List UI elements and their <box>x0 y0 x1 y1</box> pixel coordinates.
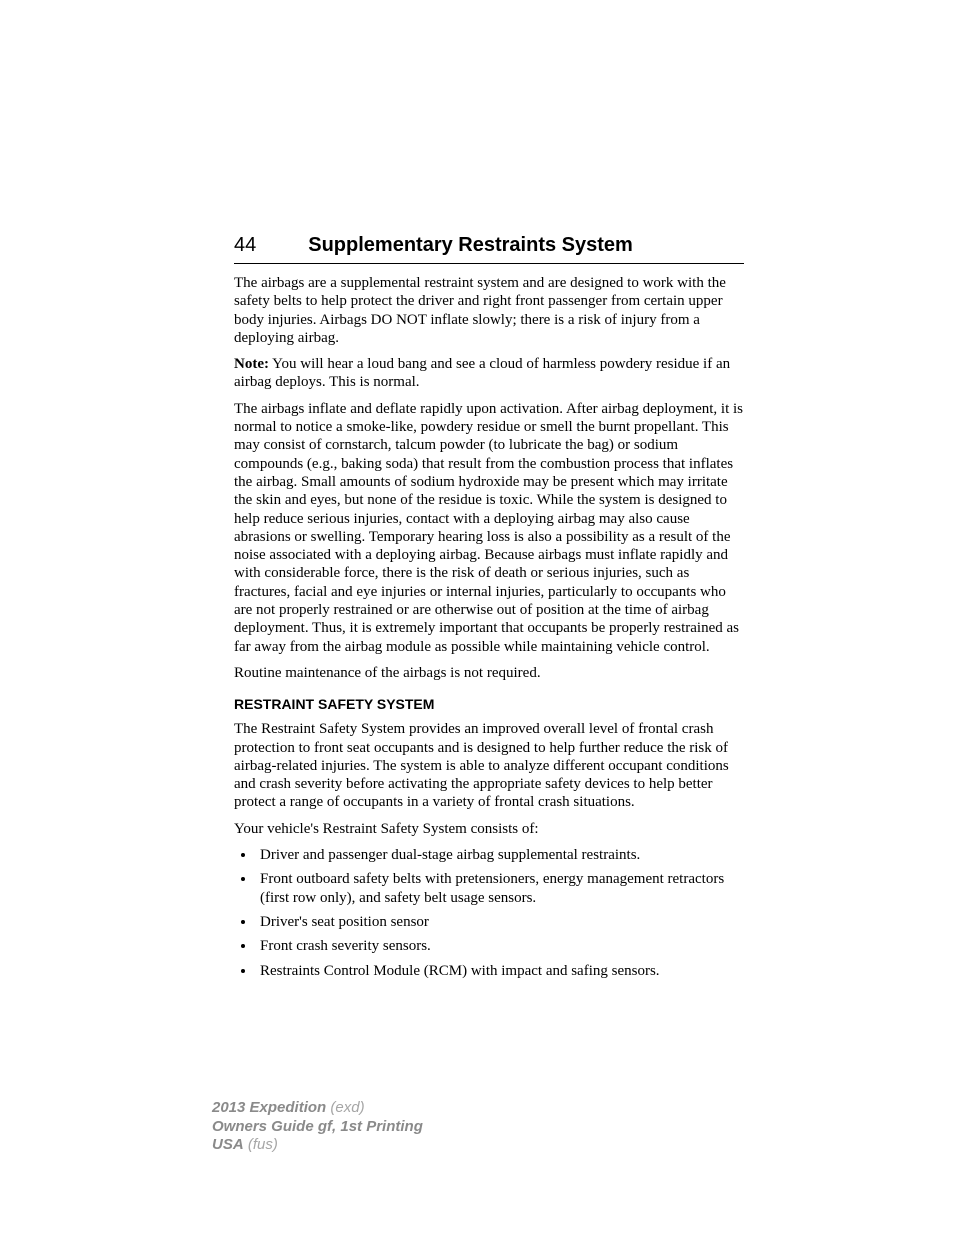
section-paragraph-2: Your vehicle's Restraint Safety System c… <box>234 820 744 838</box>
page-number: 44 <box>234 234 256 257</box>
paragraph-intro: The airbags are a supplemental restraint… <box>234 274 744 347</box>
footer-model: 2013 Expedition <box>212 1099 326 1116</box>
list-item: Driver and passenger dual-stage airbag s… <box>256 846 744 864</box>
note-text: You will hear a loud bang and see a clou… <box>234 356 730 390</box>
footer-line-3: USA (fus) <box>212 1136 423 1155</box>
paragraph-main: The airbags inflate and deflate rapidly … <box>234 400 744 656</box>
paragraph-maintenance: Routine maintenance of the airbags is no… <box>234 664 744 682</box>
footer-guide: Owners Guide gf, 1st Printing <box>212 1118 423 1135</box>
section-heading: RESTRAINT SAFETY SYSTEM <box>234 696 744 712</box>
document-page: 44 Supplementary Restraints System The a… <box>0 0 954 1235</box>
page-header: 44 Supplementary Restraints System <box>234 234 744 264</box>
list-item: Front outboard safety belts with pretens… <box>256 870 744 907</box>
list-item: Driver's seat position sensor <box>256 913 744 931</box>
footer-line-2: Owners Guide gf, 1st Printing <box>212 1118 423 1137</box>
footer-region: USA <box>212 1136 244 1153</box>
chapter-title: Supplementary Restraints System <box>308 234 633 257</box>
footer-code-1: (exd) <box>326 1099 364 1116</box>
list-item: Restraints Control Module (RCM) with imp… <box>256 962 744 980</box>
note-label: Note: <box>234 356 269 372</box>
footer-code-2: (fus) <box>244 1136 278 1153</box>
list-item: Front crash severity sensors. <box>256 937 744 955</box>
section-paragraph-1: The Restraint Safety System provides an … <box>234 720 744 811</box>
restraint-system-list: Driver and passenger dual-stage airbag s… <box>234 846 744 980</box>
paragraph-note: Note: You will hear a loud bang and see … <box>234 355 744 392</box>
footer-line-1: 2013 Expedition (exd) <box>212 1099 423 1118</box>
page-footer: 2013 Expedition (exd) Owners Guide gf, 1… <box>212 1099 423 1155</box>
